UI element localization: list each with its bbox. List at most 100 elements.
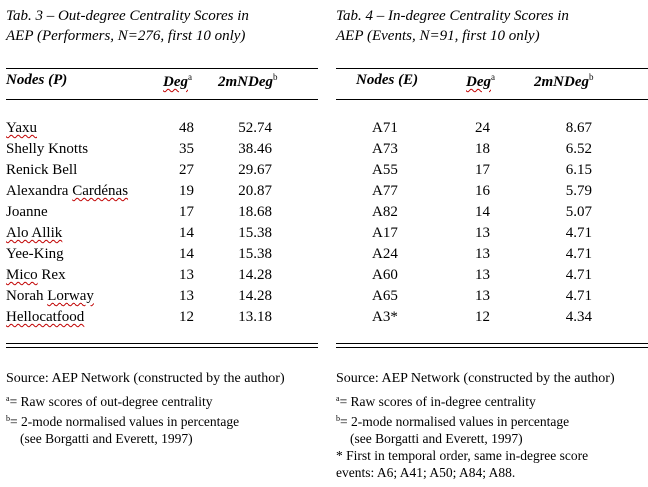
node-cell: Alexandra Cardénas [6,183,129,199]
table-4-note-star-1: * First in temporal order, same in-degre… [336,448,589,463]
table-row: A73 18 6.52 [336,141,648,162]
node-cell: A60 [372,267,398,283]
table-row: A65 13 4.71 [336,288,648,309]
table-3-top-rule [6,68,318,69]
table-row: A24 13 4.71 [336,246,648,267]
node-cell: A3* [372,309,398,325]
node-cell: A73 [372,141,398,157]
table-4-bottom-rule [336,343,648,344]
table-3-note-b-cont: (see Borgatti and Everett, 1997) [20,431,193,446]
norm-cell: 4.71 [565,225,592,241]
table-4-note-a: a= Raw scores of in-degree centrality [336,394,536,409]
node-cell: A65 [372,288,398,304]
table-row: A60 13 4.71 [336,267,648,288]
col-nodes-header: Nodes (E) [356,72,419,88]
deg-cell: 19 [179,183,194,199]
table-4-header: Nodes (E) Dega 2mNDegb [336,72,648,92]
table-row: Hellocatfood 12 13.18 [6,309,318,330]
node-cell: A17 [372,225,398,241]
node-cell: Alo Allik [6,225,63,241]
node-cell: Shelly Knotts [6,141,89,157]
deg-cell: 13 [475,246,490,262]
col-norm-header: 2mNDegb [534,72,594,90]
node-cell: Mico Rex [6,267,66,283]
deg-cell: 13 [475,267,490,283]
table-3-header: Nodes (P) Dega 2mNDegb [6,72,318,92]
deg-cell: 27 [179,162,194,178]
table-row: Yee-King 14 15.38 [6,246,318,267]
table-row: A3* 12 4.34 [336,309,648,330]
table-row: A77 16 5.79 [336,183,648,204]
table-row: Mico Rex 13 14.28 [6,267,318,288]
col-deg-header: Dega [466,72,495,90]
node-cell: Yaxu [6,120,37,136]
table-4-caption-line1: Tab. 4 – In-degree Centrality Scores in [336,8,569,24]
deg-cell: 17 [179,204,194,220]
deg-cell: 13 [179,267,194,283]
table-4-caption-line2: AEP (Events, N=91, first 10 only) [336,28,540,44]
norm-cell: 8.67 [565,120,592,136]
deg-cell: 18 [475,141,490,157]
table-row: Alo Allik 14 15.38 [6,225,318,246]
norm-cell: 29.67 [238,162,272,178]
norm-cell: 15.38 [238,225,272,241]
table-3-notes: Source: AEP Network (constructed by the … [6,370,318,447]
node-cell: A82 [372,204,398,220]
deg-cell: 12 [179,309,194,325]
node-cell: Hellocatfood [6,309,85,325]
table-4-panel: Tab. 4 – In-degree Centrality Scores in … [336,6,648,480]
table-3-header-rule [6,99,318,100]
col-nodes-header: Nodes (P) [6,72,68,88]
norm-cell: 14.28 [238,267,272,283]
node-cell: A24 [372,246,398,262]
table-row: A82 14 5.07 [336,204,648,225]
norm-cell: 6.15 [565,162,592,178]
table-4-source: Source: AEP Network (constructed by the … [336,371,615,386]
table-4-note-b: b= 2-mode normalised values in percentag… [336,414,570,429]
table-3-caption: Tab. 3 – Out-degree Centrality Scores in… [6,6,318,46]
table-row: Renick Bell 27 29.67 [6,162,318,183]
table-3-source: Source: AEP Network (constructed by the … [6,371,285,386]
table-3-caption-line2: AEP (Performers, N=276, first 10 only) [6,28,246,44]
deg-cell: 13 [475,225,490,241]
node-cell: A71 [372,120,398,136]
norm-cell: 4.71 [565,246,592,262]
node-cell: A55 [372,162,398,178]
table-row: A17 13 4.71 [336,225,648,246]
deg-cell: 35 [179,141,194,157]
node-cell: Renick Bell [6,162,78,178]
table-3-body: Yaxu 48 52.74 Shelly Knotts 35 38.46 Renick Be… [6,120,318,330]
norm-cell: 6.52 [565,141,592,157]
deg-cell: 24 [475,120,490,136]
norm-cell: 18.68 [238,204,272,220]
table-3-bottom-rule [6,343,318,344]
norm-cell: 14.28 [238,288,272,304]
norm-cell: 4.71 [565,288,592,304]
table-4-notes: Source: AEP Network (constructed by the … [336,370,648,481]
table-row: Shelly Knotts 35 38.46 [6,141,318,162]
norm-cell: 4.34 [565,309,592,325]
table-4-caption: Tab. 4 – In-degree Centrality Scores in … [336,6,648,46]
table-4-bottom-rule-double [336,347,648,348]
table-3-bottom-rule-double [6,347,318,348]
norm-cell: 13.18 [238,309,272,325]
col-deg-header: Dega [163,72,192,90]
norm-cell: 52.74 [238,120,272,136]
deg-cell: 48 [179,120,194,136]
node-cell: Joanne [6,204,48,220]
table-3-panel: Tab. 3 – Out-degree Centrality Scores in… [6,6,318,446]
deg-cell: 14 [179,225,194,241]
node-cell: Yee-King [6,246,64,262]
table-4-note-b-cont: (see Borgatti and Everett, 1997) [350,431,523,446]
norm-cell: 38.46 [238,141,272,157]
table-3-note-a: a= Raw scores of out-degree centrality [6,394,213,409]
table-3-note-b: b= 2-mode normalised values in percentag… [6,414,240,429]
deg-cell: 12 [475,309,490,325]
table-row: A71 24 8.67 [336,120,648,141]
table-4-note-star-2: events: A6; A41; A50; A84; A88. [336,465,516,480]
table-row: Yaxu 48 52.74 [6,120,318,141]
deg-cell: 14 [475,204,490,220]
table-row: A55 17 6.15 [336,162,648,183]
table-4-body: A71 24 8.67 A73 18 6.52 A55 17 6.15 A77 16 5.79 A82 1… [336,120,648,330]
node-cell: Norah Lorway [6,288,94,304]
